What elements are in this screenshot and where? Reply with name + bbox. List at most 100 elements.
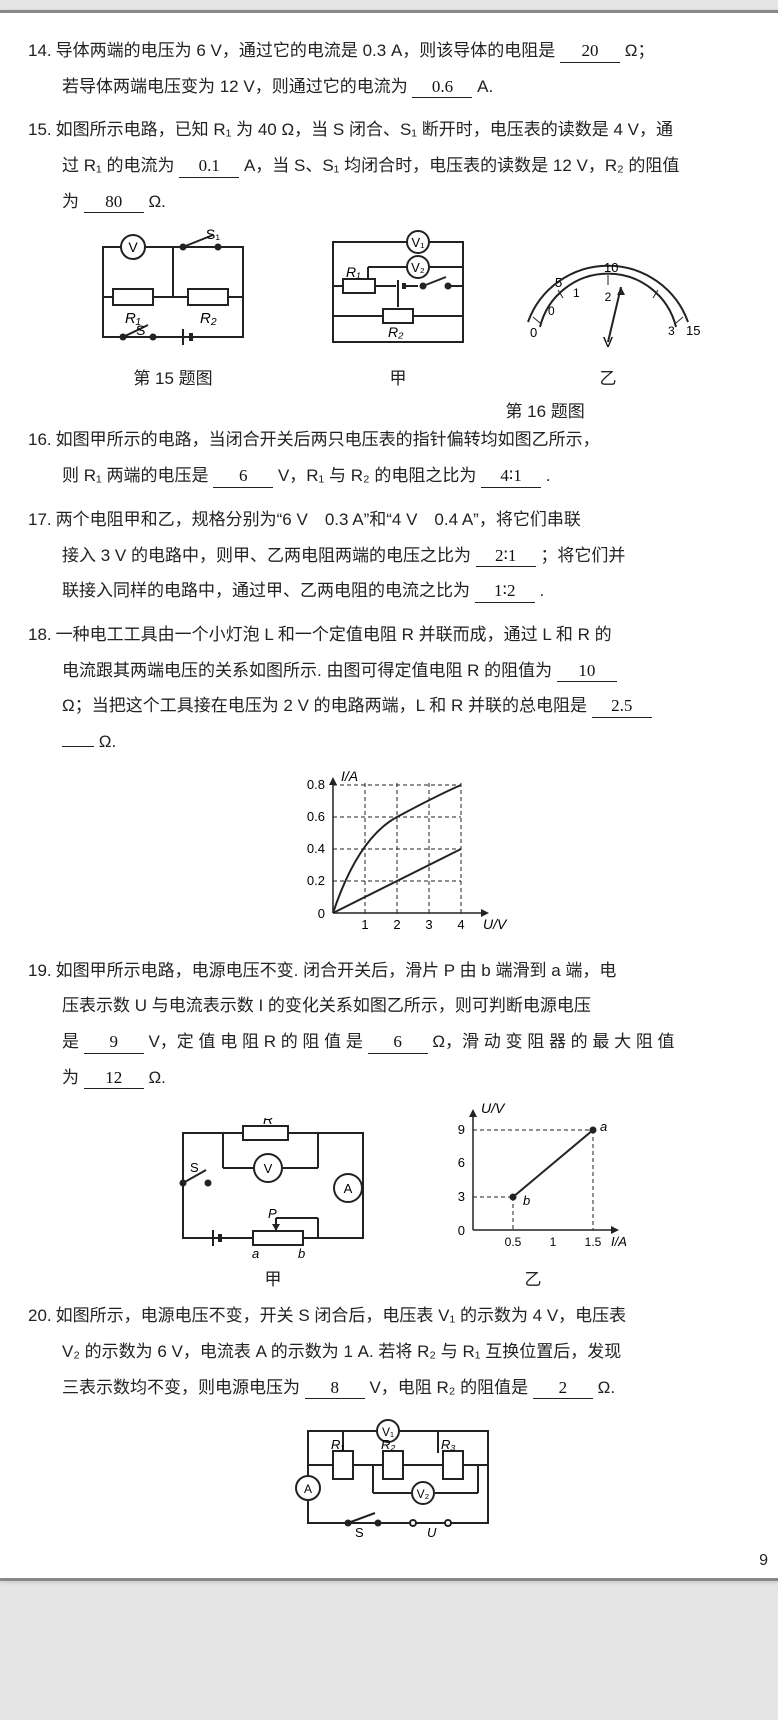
svg-text:9: 9 [458, 1122, 465, 1137]
q18-ans2: 2.5 [592, 697, 652, 718]
svg-text:V: V [603, 334, 613, 351]
svg-text:V₂: V₂ [411, 260, 425, 275]
q16-num: 16. [28, 430, 52, 449]
q18-line2: 电流跟其两端电压的关系如图所示. 由图可得定值电阻 R 的阻值为 10 [28, 653, 768, 689]
fig16: V₁ V₂ R₁ R₂ 甲 [318, 227, 708, 389]
fig15: V S₁ R₁ R₂ S 第 15 题图 [88, 227, 258, 389]
q20-t1: 如图所示，电源电压不变，开关 S 闭合后，电压表 V₁ 的示数为 4 V，电压表 [56, 1306, 627, 1325]
q16-ans1: 6 [213, 467, 273, 488]
q18-num: 18. [28, 625, 52, 644]
q14-ans2: 0.6 [412, 78, 472, 99]
svg-text:R: R [263, 1118, 273, 1127]
q17-t2: 接入 3 V 的电路中，则甲、乙两电阻两端的电压之比为 [62, 546, 471, 565]
q17-t4: 联接入同样的电路中，通过甲、乙两电阻的电流之比为 [62, 581, 470, 600]
q19-t4: V，定 值 电 阻 R 的 阻 值 是 [148, 1032, 362, 1051]
q17-line2: 接入 3 V 的电路中，则甲、乙两电阻两端的电压之比为 2∶1 ；将它们并 [28, 538, 768, 574]
q17-ans2: 1∶2 [475, 582, 535, 603]
svg-text:1.5: 1.5 [585, 1235, 602, 1249]
q18-t1: 一种电工工具由一个小灯泡 L 和一个定值电阻 R 并联而成，通过 L 和 R 的 [56, 625, 612, 644]
svg-text:0.2: 0.2 [307, 873, 325, 888]
svg-text:I/A: I/A [341, 768, 358, 784]
q15-ans2: 80 [84, 193, 144, 214]
q18-t2: 电流跟其两端电压的关系如图所示. 由图可得定值电阻 R 的阻值为 [62, 661, 552, 680]
q14-t1: 导体两端的电压为 6 V，通过它的电流是 0.3 A，则该导体的电阻是 [56, 41, 556, 60]
q15-t3: A，当 S、S₁ 均闭合时，电压表的读数是 12 V，R₂ 的阻值 [244, 156, 680, 175]
svg-text:4: 4 [457, 917, 464, 932]
q20-ans1: 8 [305, 1379, 365, 1400]
q20-t3: 三表示数均不变，则电源电压为 [62, 1378, 300, 1397]
q20-line3: 三表示数均不变，则电源电压为 8 V，电阻 R₂ 的阻值是 2 Ω. [28, 1370, 768, 1406]
fig16-sub2: 乙 [508, 364, 708, 389]
svg-text:0.4: 0.4 [307, 841, 325, 856]
q18-t3: Ω；当把这个工具接在电压为 2 V 的电路两端，L 和 R 并联的总电阻是 [62, 696, 587, 715]
svg-text:A: A [344, 1181, 353, 1196]
q15-t5: Ω. [148, 192, 165, 211]
q17-line3: 联接入同样的电路中，通过甲、乙两电阻的电流之比为 1∶2 . [28, 573, 768, 609]
svg-text:0: 0 [318, 906, 325, 921]
q20-t4: V，电阻 R₂ 的阻值是 [369, 1378, 528, 1397]
page-number: 9 [759, 1552, 768, 1570]
q15-num: 15. [28, 120, 52, 139]
q19-line3: 是 9 V，定 值 电 阻 R 的 阻 值 是 6 Ω，滑 动 变 阻 器 的 … [28, 1024, 768, 1060]
fig19a-svg: R V A S P a b [168, 1118, 378, 1258]
q19-ans1: 9 [84, 1033, 144, 1054]
q14-t4: A. [477, 77, 493, 96]
svg-text:U: U [427, 1525, 437, 1540]
svg-text:3: 3 [458, 1189, 465, 1204]
svg-text:S: S [190, 1160, 199, 1175]
fig19b-svg: b a 0 3 6 9 0.5 1 1.5 U/V I/A [438, 1103, 628, 1258]
q16-t2: 则 R₁ 两端的电压是 [62, 466, 208, 485]
svg-text:S₁: S₁ [206, 227, 220, 242]
svg-text:1: 1 [550, 1235, 557, 1249]
q15-t2: 过 R₁ 的电流为 [62, 156, 174, 175]
svg-text:0.6: 0.6 [307, 809, 325, 824]
q17-num: 17. [28, 510, 52, 529]
page: 14.导体两端的电压为 6 V，通过它的电流是 0.3 A，则该导体的电阻是 2… [0, 10, 778, 1581]
q17-t3: ；将它们并 [540, 546, 625, 565]
q16-line2: 则 R₁ 两端的电压是 6 V，R₁ 与 R₂ 的电阻之比为 4∶1 . [28, 458, 768, 494]
q15-t1: 如图所示电路，已知 R₁ 为 40 Ω，当 S 闭合、S₁ 断开时，电压表的读数… [56, 120, 673, 139]
svg-text:3: 3 [425, 917, 432, 932]
q14-num: 14. [28, 41, 52, 60]
q18-line4: Ω. [28, 724, 768, 760]
q17-ans1: 2∶1 [476, 547, 536, 568]
fig16b-svg: 0 5 10 15 0 1 2 3 V [508, 247, 708, 357]
svg-text:2: 2 [393, 917, 400, 932]
fig19-left: R V A S P a b 甲 [168, 1118, 378, 1290]
q18-blank-ext [62, 745, 94, 747]
q16-t1: 如图甲所示的电路，当闭合开关后两只电压表的指针偏转均如图乙所示， [56, 430, 600, 449]
svg-text:2: 2 [605, 290, 612, 304]
q14: 14.导体两端的电压为 6 V，通过它的电流是 0.3 A，则该导体的电阻是 2… [28, 33, 768, 104]
fig16-cap: 第 16 题图 [505, 397, 584, 422]
svg-text:0.8: 0.8 [307, 777, 325, 792]
q18-t4: Ω. [99, 732, 116, 751]
q19-line2: 压表示数 U 与电流表示数 I 的变化关系如图乙所示，则可判断电源电压 [28, 988, 768, 1024]
q19-t3: 是 [62, 1032, 79, 1051]
svg-text:a: a [252, 1246, 259, 1258]
q15-t4: 为 [62, 192, 79, 211]
fig16a-svg: V₁ V₂ R₁ R₂ [318, 227, 478, 357]
q16-t3: V，R₁ 与 R₂ 的电阻之比为 [278, 466, 476, 485]
svg-text:V: V [264, 1161, 273, 1176]
q20: 20.如图所示，电源电压不变，开关 S 闭合后，电压表 V₁ 的示数为 4 V，… [28, 1298, 768, 1405]
svg-text:A: A [304, 1482, 312, 1496]
q19-t5: Ω，滑 动 变 阻 器 的 最 大 阻 值 [432, 1032, 674, 1051]
q14-t2: Ω； [625, 41, 655, 60]
q18-line3: Ω；当把这个工具接在电压为 2 V 的电路两端，L 和 R 并联的总电阻是 2.… [28, 688, 768, 724]
fig16-left: V₁ V₂ R₁ R₂ 甲 [318, 227, 478, 389]
svg-text:R₁: R₁ [346, 264, 361, 280]
fig19-sub1: 甲 [168, 1265, 378, 1290]
q19-t1: 如图甲所示电路，电源电压不变. 闭合开关后，滑片 P 由 b 端滑到 a 端，电 [56, 961, 617, 980]
q17: 17.两个电阻甲和乙，规格分别为“6 V 0.3 A”和“4 V 0.4 A”，… [28, 502, 768, 609]
svg-text:U/V: U/V [483, 916, 508, 932]
svg-text:P: P [268, 1206, 277, 1221]
q19-t6: 为 [62, 1068, 79, 1087]
q19-t2: 压表示数 U 与电流表示数 I 的变化关系如图乙所示，则可判断电源电压 [62, 996, 591, 1015]
fig20-svg: V₁ V₂ A R₁ R₂ R₃ S U [283, 1413, 513, 1543]
svg-text:1: 1 [573, 286, 580, 300]
q19-ans3: 12 [84, 1069, 144, 1090]
fig16-sub1: 甲 [318, 364, 478, 389]
q20-num: 20. [28, 1306, 52, 1325]
svg-text:6: 6 [458, 1155, 465, 1170]
fig19-sub2: 乙 [438, 1265, 628, 1290]
